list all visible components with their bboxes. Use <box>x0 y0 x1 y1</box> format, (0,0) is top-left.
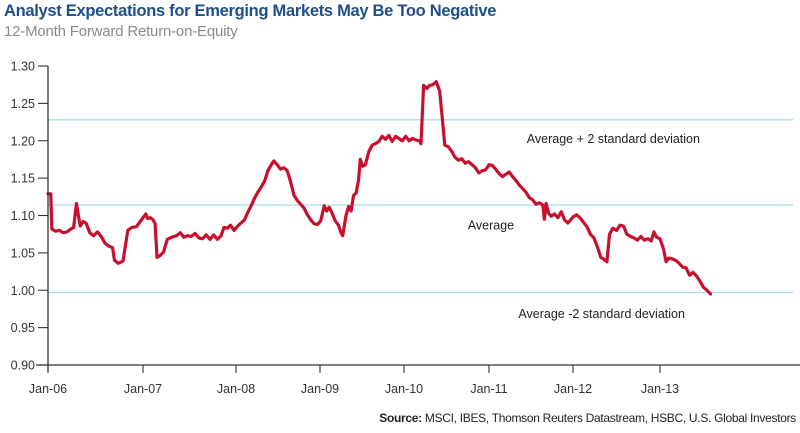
x-tick-label: Jan-11 <box>470 382 507 396</box>
y-tick-label: 1.25 <box>11 97 35 111</box>
chart-title: Analyst Expectations for Emerging Market… <box>4 2 497 20</box>
axes: 1.30 1.25 1.20 1.15 1.10 1.05 1.00 0.95 0.90 Jan-… <box>11 60 800 396</box>
series-line-0 <box>46 80 713 296</box>
x-tick-label: Jan-07 <box>124 382 162 396</box>
chart-subtitle: 12-Month Forward Return-on-Equity <box>4 23 238 40</box>
series-group <box>46 80 713 296</box>
y-tick-label: 1.20 <box>11 134 35 148</box>
annotation-label-1: Average <box>468 219 514 233</box>
x-tick-label: Jan-06 <box>29 382 67 396</box>
x-tick-label: Jan-12 <box>554 382 592 396</box>
x-tick-label: Jan-10 <box>385 382 423 396</box>
y-tick-label: 0.95 <box>11 321 35 335</box>
source-note: Source: MSCI, IBES, Thomson Reuters Data… <box>379 411 796 425</box>
x-tick-label: Jan-13 <box>641 382 679 396</box>
source-label: Source: <box>379 411 422 425</box>
y-tick-label: 1.00 <box>11 284 35 298</box>
y-tick-label: 1.30 <box>11 60 35 74</box>
y-tick-label: 0.90 <box>11 359 35 373</box>
annotation-label-2: Average -2 standard deviation <box>518 307 685 321</box>
annotations: Average + 2 standard deviation Average Ave… <box>468 132 700 321</box>
x-tick-label: Jan-09 <box>301 382 339 396</box>
annotation-label-0: Average + 2 standard deviation <box>527 132 700 146</box>
source-text: MSCI, IBES, Thomson Reuters Datastream, … <box>421 411 796 425</box>
y-tick-label: 1.10 <box>11 209 35 223</box>
y-tick-label: 1.15 <box>11 172 35 186</box>
x-tick-label: Jan-08 <box>217 382 255 396</box>
y-tick-label: 1.05 <box>11 246 35 260</box>
